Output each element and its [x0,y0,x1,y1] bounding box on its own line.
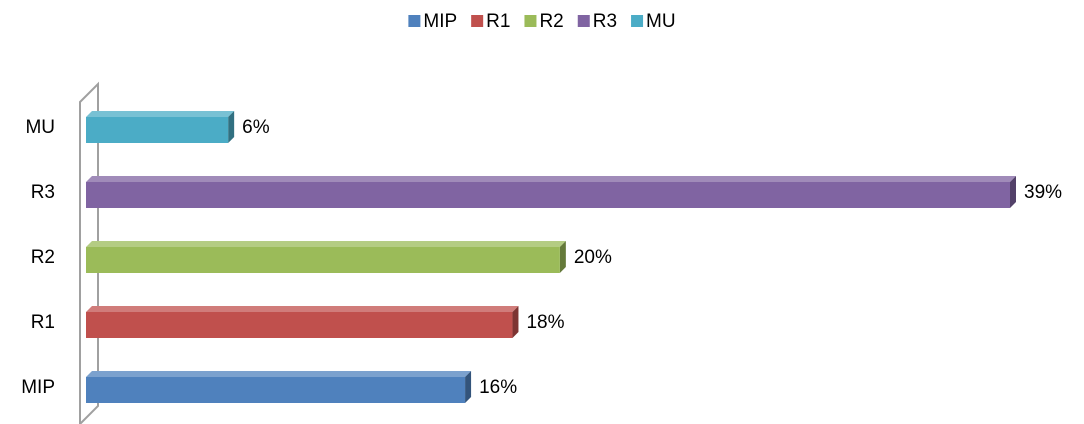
data-label: 16% [479,377,517,398]
legend-swatch [408,15,421,27]
legend-label: MIP [423,11,457,32]
bar [86,182,1010,208]
bar-top [86,241,566,247]
y-tick-label: R2 [31,247,55,268]
bar-top [86,306,519,312]
legend-label: R3 [593,11,617,32]
bar [86,312,513,338]
legend-label: MU [646,11,676,32]
bar-top [86,176,1016,182]
y-tick-label: R3 [31,182,55,203]
bar-top [86,111,235,117]
legend-label: R1 [486,11,510,32]
y-tick-label: MU [25,117,55,138]
legend-swatch [577,15,590,27]
legend-swatch [631,15,644,27]
bar-side [465,371,472,403]
legend-label: R2 [539,11,563,32]
bar-side [559,241,566,273]
legend-swatch [471,15,484,27]
bar [86,117,229,143]
y-tick-label: MIP [21,377,55,398]
data-label: 39% [1024,182,1062,203]
bar [86,377,466,403]
bar-side [1010,176,1016,208]
data-label: 20% [574,247,612,268]
legend-swatch [524,15,537,27]
bar-top [86,371,472,377]
bar [86,247,560,273]
y-tick-label: R1 [31,312,55,333]
bar-side [228,111,235,143]
bar-side [512,306,519,338]
data-label: 6% [242,117,270,138]
data-label: 18% [526,312,564,333]
